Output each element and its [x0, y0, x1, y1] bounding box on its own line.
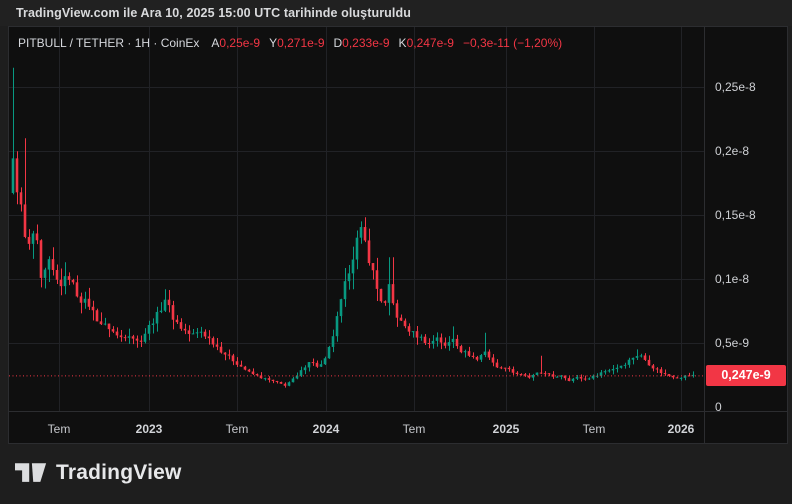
current-price-badge: 0,247e-9 — [706, 364, 786, 386]
ohlc-values: A 0,25e-9 Y 0,271e-9 D 0,233e-9 K 0,247e-9 −… — [211, 36, 562, 50]
ohlc-high: Y 0,271e-9 — [269, 36, 325, 50]
chart-panel: PITBULL / TETHER · 1H · CoinEx A 0,25e-9 … — [8, 26, 788, 444]
price-chart-canvas[interactable] — [9, 27, 787, 443]
price-axis-label: 0,25e-8 — [715, 80, 756, 94]
snapshot-attribution-bar: TradingView.com ile Ara 10, 2025 15:00 U… — [0, 0, 792, 26]
time-axis-label: 2025 — [492, 422, 520, 436]
price-axis-label: 0,15e-8 — [715, 208, 756, 222]
tradingview-logo-icon — [15, 463, 47, 482]
tradingview-logo[interactable]: TradingView — [15, 461, 182, 485]
footer-bar: TradingView — [0, 442, 792, 504]
price-axis-label: 0 — [715, 400, 722, 414]
price-axis-label: 0,5e-9 — [715, 336, 750, 350]
ohlc-low: D 0,233e-9 — [333, 36, 390, 50]
time-axis-label: Tem — [225, 422, 249, 436]
time-axis-label: 2023 — [135, 422, 163, 436]
time-axis-label: Tem — [582, 422, 606, 436]
time-axis[interactable]: Tem 2023 Tem 2024 Tem 2025 Tem 2026 — [9, 411, 704, 443]
price-change: −0,3e-11 (−1,20%) — [462, 36, 563, 50]
tradingview-logo-text: TradingView — [56, 461, 182, 484]
ohlc-close: K 0,247e-9 — [398, 36, 454, 50]
time-axis-label: 2024 — [312, 422, 340, 436]
symbol-info-bar: PITBULL / TETHER · 1H · CoinEx A 0,25e-9 … — [18, 34, 562, 52]
time-axis-label: Tem — [47, 422, 71, 436]
current-price-label: 0,247e-9 — [721, 368, 771, 383]
time-axis-label: Tem — [402, 422, 426, 436]
price-axis-label: 0,2e-8 — [715, 144, 750, 158]
ohlc-open: A 0,25e-9 — [211, 36, 261, 50]
symbol-title[interactable]: PITBULL / TETHER · 1H · CoinEx — [18, 36, 200, 50]
price-axis-label: 0,1e-8 — [715, 272, 750, 286]
time-axis-label: 2026 — [667, 422, 695, 436]
attribution-text: TradingView.com ile Ara 10, 2025 15:00 U… — [16, 6, 411, 20]
price-axis[interactable]: 0,25e-8 0,2e-8 0,15e-8 0,1e-8 0,5e-9 0 — [704, 27, 787, 414]
